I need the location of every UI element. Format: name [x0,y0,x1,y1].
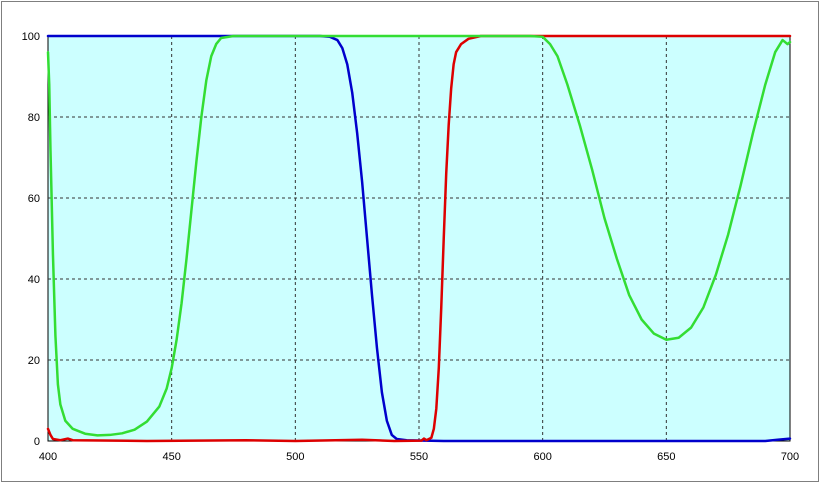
x-tick-label: 550 [410,451,428,463]
grid-lines [48,36,790,441]
x-axis-ticks: 400 450 500 550 600 650 700 [39,451,799,463]
series-line-3 [46,34,792,437]
y-tick-label: 0 [34,436,40,448]
x-tick-label: 600 [533,451,551,463]
y-tick-label: 20 [28,355,40,367]
y-tick-label: 60 [28,193,40,205]
y-tick-label: 100 [22,31,40,43]
x-tick-label: 650 [657,451,675,463]
x-tick-label: 400 [39,451,57,463]
y-tick-label: 40 [28,274,40,286]
x-tick-label: 500 [286,451,304,463]
y-axis-ticks: 0 20 40 60 80 100 [22,31,40,448]
series-group [46,34,792,443]
series-line-2 [46,34,792,443]
x-tick-label: 700 [781,451,799,463]
y-tick-label: 80 [28,112,40,124]
x-tick-label: 450 [162,451,180,463]
